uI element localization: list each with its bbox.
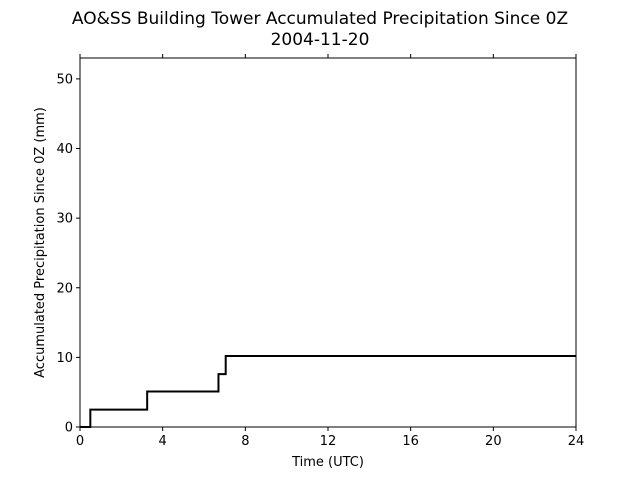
x-tick-label: 8 (241, 434, 249, 449)
x-tick-label: 4 (159, 434, 167, 449)
chart-subtitle: 2004-11-20 (271, 30, 370, 50)
x-tick-label: 24 (568, 434, 585, 449)
y-axis-ticks: 0 10 20 30 40 50 (56, 72, 80, 436)
y-tick-label: 50 (56, 72, 73, 87)
x-axis-ticks: 0 4 8 12 16 20 24 (76, 54, 584, 449)
axes-frame (79, 57, 577, 428)
y-tick-label: 20 (56, 281, 73, 296)
y-tick-label: 40 (56, 142, 73, 157)
x-tick-label: 0 (76, 434, 84, 449)
x-tick-label: 12 (320, 434, 337, 449)
x-tick-label: 16 (402, 434, 419, 449)
y-tick-label: 0 (65, 421, 73, 436)
precipitation-series-line (80, 354, 576, 428)
y-tick-label: 30 (56, 212, 73, 227)
x-axis-label: Time (UTC) (291, 455, 364, 470)
plot-area (80, 354, 576, 428)
x-tick-label: 20 (485, 434, 502, 449)
y-axis-label: Accumulated Precipitation Since 0Z (mm) (33, 107, 48, 378)
y-tick-label: 10 (56, 351, 73, 366)
chart-title: AO&SS Building Tower Accumulated Precipi… (72, 9, 568, 29)
